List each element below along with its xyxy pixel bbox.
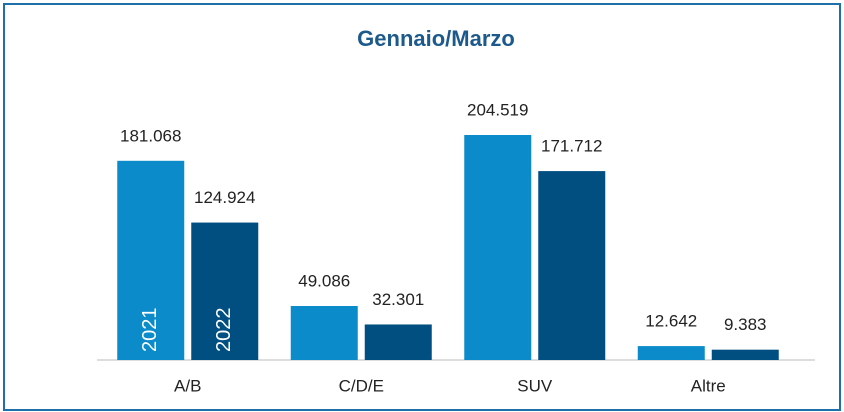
x-tick-label: A/B bbox=[174, 376, 201, 395]
frame bbox=[3, 3, 841, 411]
legend-label: 2022 bbox=[213, 308, 235, 353]
bar bbox=[711, 349, 779, 360]
data-label: 171.712 bbox=[541, 137, 602, 156]
data-label: 12.642 bbox=[645, 312, 697, 331]
bar bbox=[464, 135, 532, 360]
bar bbox=[637, 346, 705, 360]
data-label: 49.086 bbox=[298, 271, 350, 290]
bar bbox=[191, 222, 259, 360]
legend-label: 2021 bbox=[139, 308, 161, 353]
data-label: 9.383 bbox=[724, 315, 767, 334]
data-label: 204.519 bbox=[467, 100, 528, 119]
chart-title: Gennaio/Marzo bbox=[357, 26, 515, 51]
data-label: 32.301 bbox=[372, 290, 424, 309]
data-label: 181.068 bbox=[120, 126, 181, 145]
bar bbox=[538, 171, 606, 360]
data-label: 124.924 bbox=[194, 188, 255, 207]
x-tick-label: C/D/E bbox=[339, 376, 384, 395]
bar bbox=[290, 305, 358, 360]
bar bbox=[117, 160, 185, 360]
x-tick-label: SUV bbox=[517, 376, 553, 395]
bar bbox=[364, 324, 432, 360]
x-tick-label: Altre bbox=[691, 376, 726, 395]
